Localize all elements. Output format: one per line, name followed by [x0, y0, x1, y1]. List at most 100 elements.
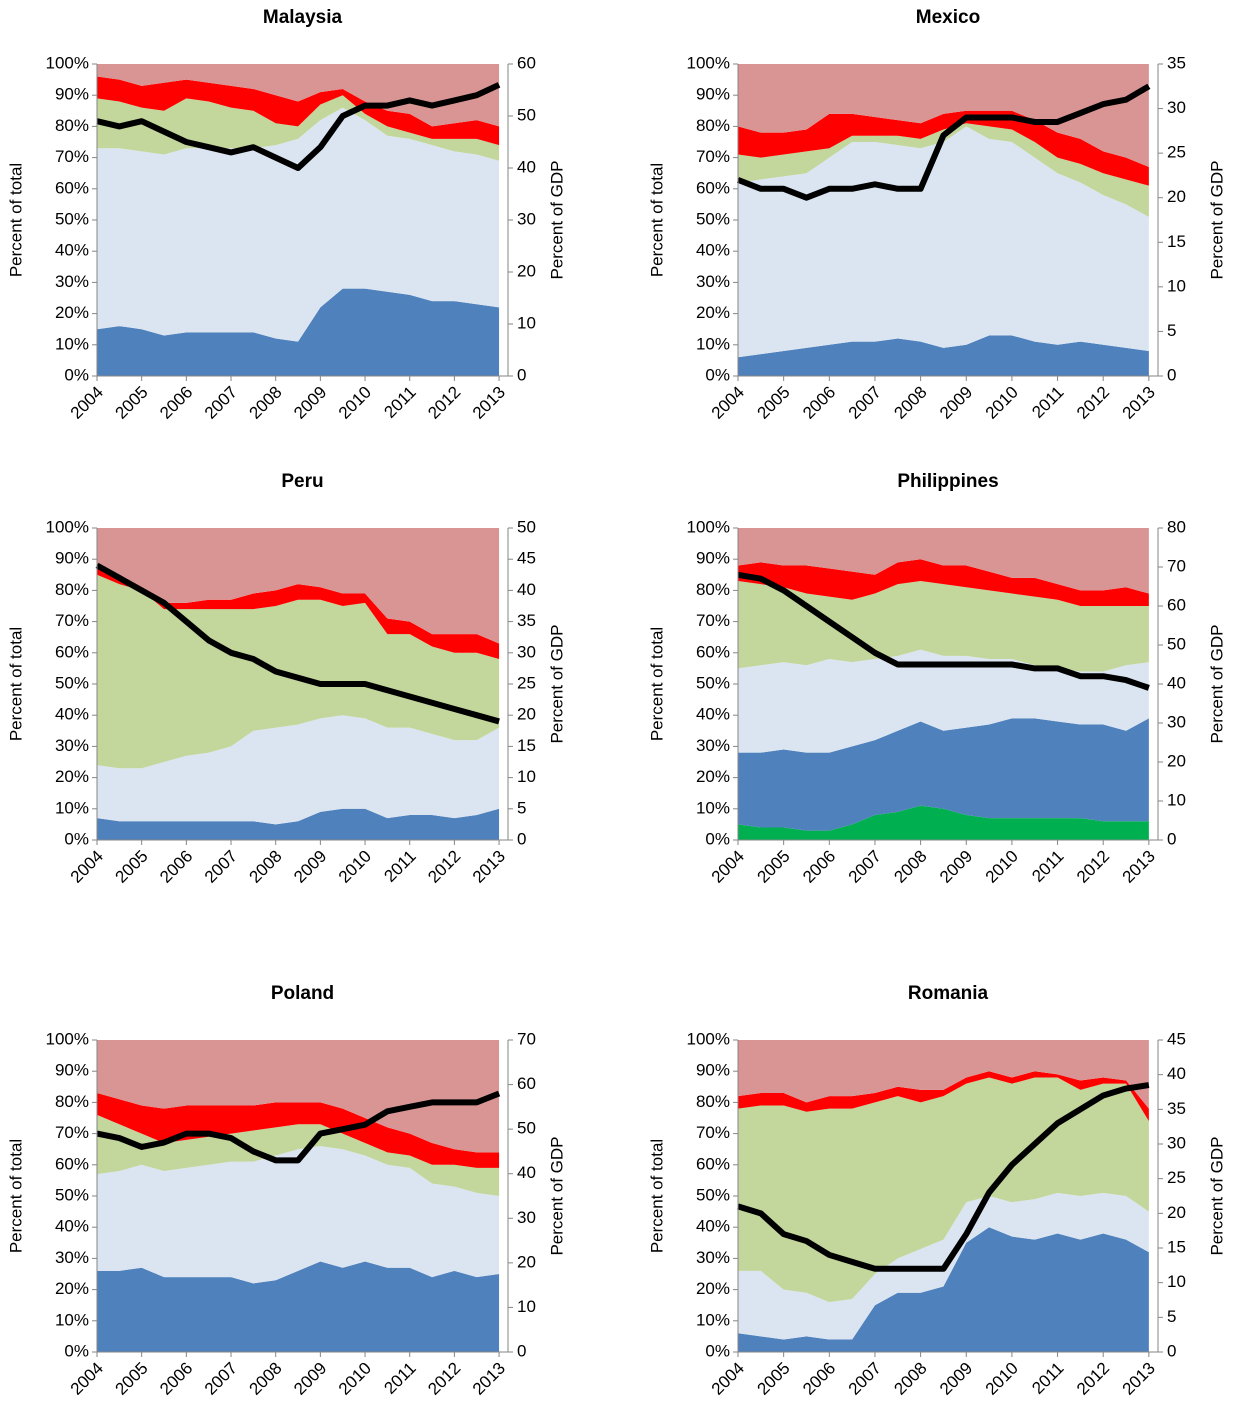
x-tick-label: 2013 [469, 847, 509, 887]
y2-tick-label: 15 [1167, 232, 1186, 251]
y2-tick-label: 50 [517, 105, 536, 124]
y-tick-label: 30% [696, 1248, 730, 1267]
y2-tick-label: 5 [517, 798, 526, 817]
y-axis-label: Percent of total [6, 627, 25, 741]
y-tick-label: 20% [696, 1279, 730, 1298]
y2-tick-label: 10 [517, 767, 536, 786]
y-tick-label: 30% [696, 736, 730, 755]
x-tick-label: 2013 [1119, 1359, 1159, 1399]
y-tick-label: 60% [696, 178, 730, 197]
y2-tick-label: 10 [1167, 276, 1186, 295]
y2-tick-label: 70 [517, 1029, 536, 1048]
y-tick-label: 40% [55, 705, 89, 724]
x-tick-label: 2011 [380, 847, 419, 886]
x-tick-label: 2009 [290, 1359, 330, 1399]
y-tick-label: 60% [55, 1154, 89, 1173]
y2-tick-label: 15 [517, 736, 536, 755]
y-tick-label: 50% [55, 209, 89, 228]
panel-title: Poland [271, 983, 334, 1004]
y2-tick-label: 80 [1167, 517, 1186, 536]
x-tick-label: 2010 [982, 847, 1022, 887]
y-tick-label: 100% [687, 1029, 730, 1048]
gdp-line [737, 571, 1150, 691]
y2-tick-label: 20 [1167, 187, 1186, 206]
x-tick-label: 2005 [753, 847, 793, 887]
y-tick-label: 30% [55, 272, 89, 291]
y-axis-label: Percent of total [647, 1139, 666, 1253]
y-tick-label: 80% [696, 1092, 730, 1111]
y2-tick-label: 10 [517, 313, 536, 332]
y2-tick-label: 70 [1167, 556, 1186, 575]
y-tick-label: 60% [55, 178, 89, 197]
area-layer [738, 64, 1149, 167]
area-layer [97, 568, 500, 660]
y2-tick-label: 40 [517, 580, 536, 599]
x-tick-label: 2005 [111, 1359, 151, 1399]
area-layer [97, 64, 500, 127]
y2-tick-label: 60 [517, 53, 536, 72]
y-tick-label: 90% [696, 1061, 730, 1080]
area-layer [738, 718, 1149, 831]
x-tick-label: 2010 [982, 383, 1022, 423]
area-layer [97, 528, 500, 644]
x-tick-label: 2006 [156, 1359, 196, 1399]
y-tick-label: 10% [55, 334, 89, 353]
area-layer [97, 288, 500, 376]
x-tick-label: 2008 [890, 847, 930, 887]
y-tick-label: 70% [696, 611, 730, 630]
y-tick-label: 90% [696, 85, 730, 104]
x-tick-label: 2007 [201, 383, 241, 423]
y2-tick-label: 50 [517, 1119, 536, 1138]
x-tick-label: 2007 [845, 847, 885, 887]
y2-tick-label: 10 [1167, 790, 1186, 809]
x-tick-label: 2004 [708, 383, 748, 423]
y2-tick-label: 20 [517, 261, 536, 280]
y2-tick-label: 25 [1167, 143, 1186, 162]
y2-tick-label: 25 [1167, 1168, 1186, 1187]
x-tick-label: 2007 [845, 383, 885, 423]
x-tick-label: 2012 [1073, 847, 1113, 887]
area-layer [738, 649, 1149, 753]
y2-tick-label: 0 [1167, 1341, 1176, 1360]
x-tick-label: 2005 [111, 847, 151, 887]
y2-axis-label: Percent of GDP [547, 624, 566, 743]
x-tick-label: 2011 [380, 383, 419, 422]
y2-axis-label: Percent of GDP [547, 1136, 566, 1255]
y2-tick-label: 40 [1167, 673, 1186, 692]
x-tick-label: 2006 [799, 1359, 839, 1399]
y-tick-label: 50% [696, 209, 730, 228]
y-axis-label: Percent of total [6, 1139, 25, 1253]
y-tick-label: 10% [696, 798, 730, 817]
y2-tick-label: 35 [1167, 53, 1186, 72]
area-layer [738, 126, 1149, 358]
y-tick-label: 30% [55, 1248, 89, 1267]
y2-tick-label: 20 [517, 705, 536, 724]
x-tick-label: 2006 [799, 383, 839, 423]
y-axis-label: Percent of total [647, 163, 666, 277]
y2-axis-label: Percent of GDP [547, 160, 566, 279]
y2-tick-label: 20 [1167, 751, 1186, 770]
y2-tick-label: 40 [1167, 1064, 1186, 1083]
y-tick-label: 70% [55, 1123, 89, 1142]
area-layer [738, 559, 1149, 606]
area-layer [97, 1261, 500, 1352]
x-tick-label: 2008 [246, 1359, 286, 1399]
area-layer [738, 528, 1149, 594]
area-layer [97, 1093, 500, 1168]
y-tick-label: 80% [55, 1092, 89, 1111]
y-tick-label: 90% [55, 85, 89, 104]
y-tick-label: 60% [696, 642, 730, 661]
y2-tick-label: 50 [1167, 634, 1186, 653]
y-tick-label: 80% [696, 116, 730, 135]
y2-tick-label: 40 [517, 157, 536, 176]
panel-title: Philippines [897, 471, 998, 492]
y-tick-label: 10% [55, 798, 89, 817]
x-tick-label: 2009 [290, 847, 330, 887]
x-tick-label: 2013 [469, 383, 509, 423]
y-tick-label: 100% [687, 53, 730, 72]
y-tick-label: 70% [696, 1123, 730, 1142]
y-tick-label: 80% [55, 116, 89, 135]
y-tick-label: 40% [696, 705, 730, 724]
x-tick-label: 2010 [982, 1359, 1022, 1399]
y2-tick-label: 20 [517, 1252, 536, 1271]
